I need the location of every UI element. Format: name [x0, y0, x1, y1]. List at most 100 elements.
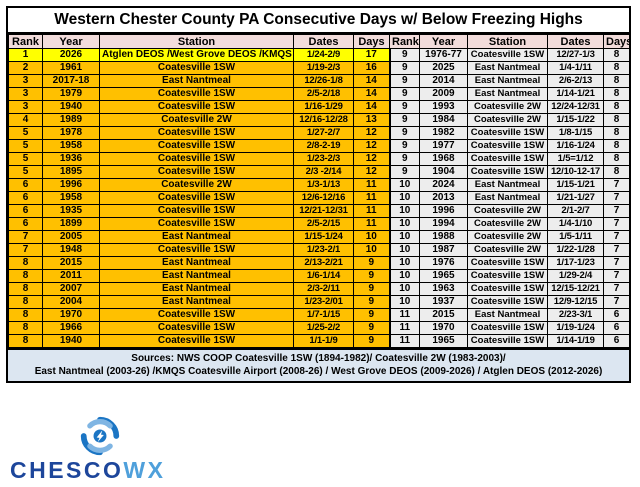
left-days-cell: 10	[353, 230, 390, 244]
left-days-cell: 9	[353, 334, 390, 348]
right-days-cell: 6	[603, 321, 630, 335]
table-row: 8 2007 East Nantmeal 2/3-2/11 9 10 1963 Coatesv…	[8, 282, 630, 296]
right-days-cell: 7	[603, 269, 630, 283]
left-rank-cell: 5	[8, 139, 43, 153]
left-dates-cell: 12/26-1/8	[293, 74, 354, 88]
col-header-rank-left: Rank	[8, 34, 43, 49]
right-dates-cell: 1/14-1/21	[547, 87, 604, 101]
right-station-cell: Coatesville 2W	[467, 243, 548, 257]
right-days-cell: 8	[603, 87, 630, 101]
left-dates-cell: 1/15-1/24	[293, 230, 354, 244]
left-year-cell: 2015	[42, 256, 100, 270]
col-header-station-left: Station	[99, 34, 294, 49]
right-days-cell: 7	[603, 230, 630, 244]
right-rank-cell: 9	[388, 126, 420, 140]
chescowx-logo: CHESCOWX	[10, 413, 220, 483]
col-header-dates-left: Dates	[293, 34, 354, 49]
right-year-cell: 1984	[419, 113, 468, 127]
left-year-cell: 2005	[42, 230, 100, 244]
right-station-cell: Coatesville 2W	[467, 100, 548, 114]
right-days-cell: 7	[603, 256, 630, 270]
right-dates-cell: 1/5=1/12	[547, 152, 604, 166]
left-year-cell: 2011	[42, 269, 100, 283]
left-year-cell: 1936	[42, 152, 100, 166]
left-days-cell: 17	[353, 48, 390, 62]
left-dates-cell: 1/7-1/15	[293, 308, 354, 322]
right-days-cell: 8	[603, 61, 630, 75]
right-days-cell: 7	[603, 191, 630, 205]
right-year-cell: 1994	[419, 217, 468, 231]
left-station-cell: Coatesville 1SW	[99, 165, 294, 179]
table-row: 6 1935 Coatesville 1SW 12/21-12/31 11 10 1996 C…	[8, 204, 630, 218]
left-station-cell: East Nantmeal	[99, 295, 294, 309]
left-days-cell: 14	[353, 87, 390, 101]
left-station-cell: East Nantmeal	[99, 282, 294, 296]
table-row: 8 1940 Coatesville 1SW 1/1-1/9 9 11 1965 Coates…	[8, 334, 630, 348]
right-station-cell: East Nantmeal	[467, 178, 548, 192]
right-dates-cell: 1/15-1/22	[547, 113, 604, 127]
right-year-cell: 1904	[419, 165, 468, 179]
col-header-dates-right: Dates	[547, 34, 604, 49]
left-dates-cell: 1/24-2/9	[293, 48, 354, 62]
right-year-cell: 1963	[419, 282, 468, 296]
right-rank-cell: 10	[388, 191, 420, 205]
right-station-cell: Coatesville 2W	[467, 113, 548, 127]
left-station-cell: Coatesville 2W	[99, 178, 294, 192]
left-dates-cell: 2/13-2/21	[293, 256, 354, 270]
right-year-cell: 1988	[419, 230, 468, 244]
left-rank-cell: 8	[8, 334, 43, 348]
left-rank-cell: 8	[8, 282, 43, 296]
col-header-year-right: Year	[419, 34, 468, 49]
left-dates-cell: 1/23-2/3	[293, 152, 354, 166]
left-dates-cell: 1/23-2/01	[293, 295, 354, 309]
right-days-cell: 8	[603, 48, 630, 62]
left-year-cell: 2026	[42, 48, 100, 62]
right-rank-cell: 9	[388, 48, 420, 62]
left-days-cell: 13	[353, 113, 390, 127]
table-row: 8 2015 East Nantmeal 2/13-2/21 9 10 1976 Coates…	[8, 256, 630, 270]
logo-text-chesco: CHESCO	[10, 457, 124, 483]
left-station-cell: Coatesville 1SW	[99, 126, 294, 140]
left-year-cell: 1940	[42, 334, 100, 348]
left-station-cell: East Nantmeal	[99, 74, 294, 88]
left-rank-cell: 5	[8, 126, 43, 140]
right-year-cell: 2014	[419, 74, 468, 88]
right-rank-cell: 9	[388, 61, 420, 75]
left-year-cell: 1940	[42, 100, 100, 114]
left-rank-cell: 3	[8, 74, 43, 88]
right-days-cell: 6	[603, 334, 630, 348]
table-row: 8 2011 East Nantmeal 1/6-1/14 9 10 1965 Coatesv…	[8, 269, 630, 283]
left-dates-cell: 1/6-1/14	[293, 269, 354, 283]
left-rank-cell: 3	[8, 87, 43, 101]
table-row: 5 1936 Coatesville 1SW 1/23-2/3 12 9 1968 Coate…	[8, 152, 630, 166]
left-rank-cell: 2	[8, 61, 43, 75]
left-year-cell: 2007	[42, 282, 100, 296]
right-dates-cell: 1/22-1/28	[547, 243, 604, 257]
right-station-cell: East Nantmeal	[467, 87, 548, 101]
table-row: 4 1989 Coatesville 2W 12/16-12/28 13 9 1984 Coa…	[8, 113, 630, 127]
right-station-cell: East Nantmeal	[467, 61, 548, 75]
right-station-cell: Coatesville 1SW	[467, 269, 548, 283]
right-rank-cell: 11	[388, 334, 420, 348]
left-year-cell: 1958	[42, 191, 100, 205]
right-rank-cell: 9	[388, 165, 420, 179]
left-days-cell: 11	[353, 217, 390, 231]
right-rank-cell: 10	[388, 282, 420, 296]
left-year-cell: 1989	[42, 113, 100, 127]
right-dates-cell: 12/15-12/21	[547, 282, 604, 296]
left-year-cell: 2004	[42, 295, 100, 309]
left-days-cell: 16	[353, 61, 390, 75]
left-year-cell: 1935	[42, 204, 100, 218]
left-days-cell: 11	[353, 191, 390, 205]
right-station-cell: Coatesville 1SW	[467, 282, 548, 296]
right-station-cell: Coatesville 1SW	[467, 48, 548, 62]
table-row: 3 1979 Coatesville 1SW 2/5-2/18 14 9 2009 East …	[8, 87, 630, 101]
right-rank-cell: 11	[388, 308, 420, 322]
col-header-year-left: Year	[42, 34, 100, 49]
right-year-cell: 1987	[419, 243, 468, 257]
right-dates-cell: 12/9-12/15	[547, 295, 604, 309]
left-station-cell: Coatesville 1SW	[99, 217, 294, 231]
left-days-cell: 12	[353, 126, 390, 140]
table-body: 1 2026 Atglen DEOS /West Grove DEOS /KMQS 1…	[8, 48, 630, 348]
page-title: Western Chester County PA Consecutive Da…	[8, 8, 629, 34]
